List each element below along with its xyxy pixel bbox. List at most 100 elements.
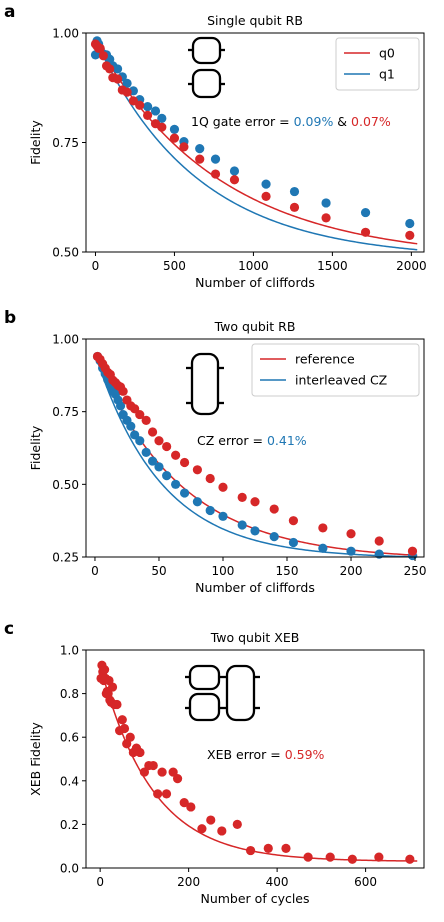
data-point-xeb (405, 854, 415, 864)
data-point-q0 (157, 122, 167, 132)
data-point-xeb (125, 732, 135, 742)
gate-box (188, 664, 221, 691)
data-point-interleaved-CZ (205, 505, 215, 516)
data-point-q0 (360, 227, 371, 237)
annotation-text: XEB error = (207, 747, 285, 762)
plot-frame (85, 338, 425, 558)
error-annotation: XEB error = 0.59% (207, 747, 325, 762)
legend-label: reference (295, 352, 355, 367)
data-point-xeb (107, 682, 118, 692)
x-tick-label: 0 (91, 564, 99, 578)
data-point-xeb (347, 854, 357, 864)
data-point-q1 (112, 64, 123, 74)
gate-box (191, 68, 222, 99)
data-point-interleaved-CZ (179, 488, 190, 498)
data-point-q1 (360, 207, 371, 218)
gate-box (190, 352, 220, 416)
data-point-interleaved-CZ (126, 421, 136, 431)
x-tick-label: 0 (92, 259, 100, 273)
legend-label: q1 (379, 67, 395, 82)
x-tick-label: 1500 (317, 259, 348, 273)
data-point-xeb (303, 852, 313, 862)
data-point-xeb (117, 715, 127, 725)
plot-title: Single qubit RB (207, 13, 303, 28)
gate-box (188, 692, 221, 722)
plot-frame (85, 649, 425, 869)
data-point-xeb (325, 852, 335, 862)
data-point-q0 (229, 175, 240, 185)
plot-title: Two qubit RB (214, 319, 296, 334)
data-point-xeb (168, 767, 178, 777)
data-point-interleaved-CZ (237, 520, 247, 530)
y-tick-label: 1.0 (60, 644, 79, 658)
data-point-q0 (289, 202, 300, 212)
data-point-q1 (157, 113, 167, 124)
data-point-xeb (172, 774, 183, 784)
error-value: 0.41% (267, 433, 307, 448)
data-point-q1 (150, 106, 161, 116)
x-tick-label: 250 (404, 564, 427, 578)
data-point-q0 (210, 169, 221, 179)
data-point-xeb (161, 789, 172, 799)
y-tick-label: 0.6 (60, 731, 79, 745)
data-point-xeb (263, 843, 273, 853)
data-point-xeb (148, 760, 158, 771)
y-tick-label: 0.0 (60, 862, 79, 876)
data-point-reference (374, 536, 384, 546)
data-point-q1 (289, 186, 300, 197)
data-point-q1 (195, 144, 205, 154)
error-value: 0.07% (351, 114, 391, 129)
x-axis-label: Number of cliffords (195, 275, 315, 290)
x-tick-label: 500 (163, 259, 186, 273)
data-point-xeb (217, 826, 227, 836)
panel-c: c Two qubit XEB 0 200 400 600 0.0 0.2 0.4 0.6 0.8 1… (4, 619, 425, 906)
data-point-interleaved-CZ (218, 511, 228, 521)
gate-diagram-icon (185, 664, 260, 722)
x-tick-label: 600 (354, 875, 377, 889)
data-point-q1 (229, 166, 240, 176)
data-point-interleaved-CZ (269, 532, 279, 542)
error-annotation: CZ error = 0.41% (197, 433, 307, 448)
data-point-reference (118, 386, 128, 396)
x-tick-label: 200 (340, 564, 363, 578)
data-point-q0 (135, 100, 145, 110)
data-point-reference (407, 546, 418, 556)
data-point-reference (179, 457, 190, 468)
y-tick-label: 0.75 (52, 136, 79, 150)
data-point-reference (154, 436, 164, 446)
data-point-interleaved-CZ (374, 549, 384, 559)
x-tick-label: 2000 (396, 259, 427, 273)
error-value: 0.59% (285, 747, 325, 762)
y-tick-label: 0.25 (52, 551, 79, 565)
data-point-xeb (179, 798, 189, 808)
y-tick-label: 1.00 (52, 27, 79, 41)
x-tick-label: 400 (266, 875, 289, 889)
data-point-q0 (112, 74, 123, 84)
data-point-reference (237, 492, 247, 503)
data-point-xeb (197, 824, 207, 834)
legend-label: interleaved CZ (295, 373, 387, 388)
data-point-interleaved-CZ (192, 497, 202, 507)
data-point-interleaved-CZ (135, 436, 145, 446)
data-point-xeb (232, 819, 242, 830)
data-point-reference (192, 465, 202, 475)
x-tick-label: 100 (212, 564, 235, 578)
x-tick-label: 1000 (238, 259, 269, 273)
data-point-reference (288, 516, 299, 526)
data-point-reference (141, 415, 151, 425)
data-point-reference (205, 473, 215, 484)
legend-label: q0 (379, 46, 395, 61)
data-point-q0 (98, 51, 108, 61)
data-point-interleaved-CZ (162, 471, 172, 481)
data-point-reference (218, 482, 228, 492)
data-point-q0 (261, 191, 271, 201)
y-tick-label: 0.50 (52, 246, 79, 260)
x-tick-label: 150 (276, 564, 299, 578)
error-annotation: 1Q gate error = 0.09% & 0.07% (191, 114, 391, 129)
y-tick-label: 0.2 (60, 818, 79, 832)
data-point-q1 (405, 218, 415, 229)
plot-title: Two qubit XEB (210, 630, 300, 645)
gate-diagram-icon (188, 36, 225, 99)
error-value: 0.09% (294, 114, 334, 129)
x-tick-label: 0 (96, 875, 104, 889)
